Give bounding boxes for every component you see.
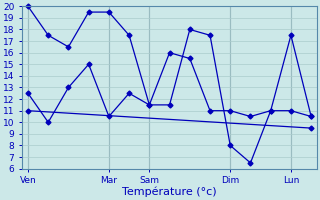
X-axis label: Température (°c): Température (°c) — [122, 187, 217, 197]
